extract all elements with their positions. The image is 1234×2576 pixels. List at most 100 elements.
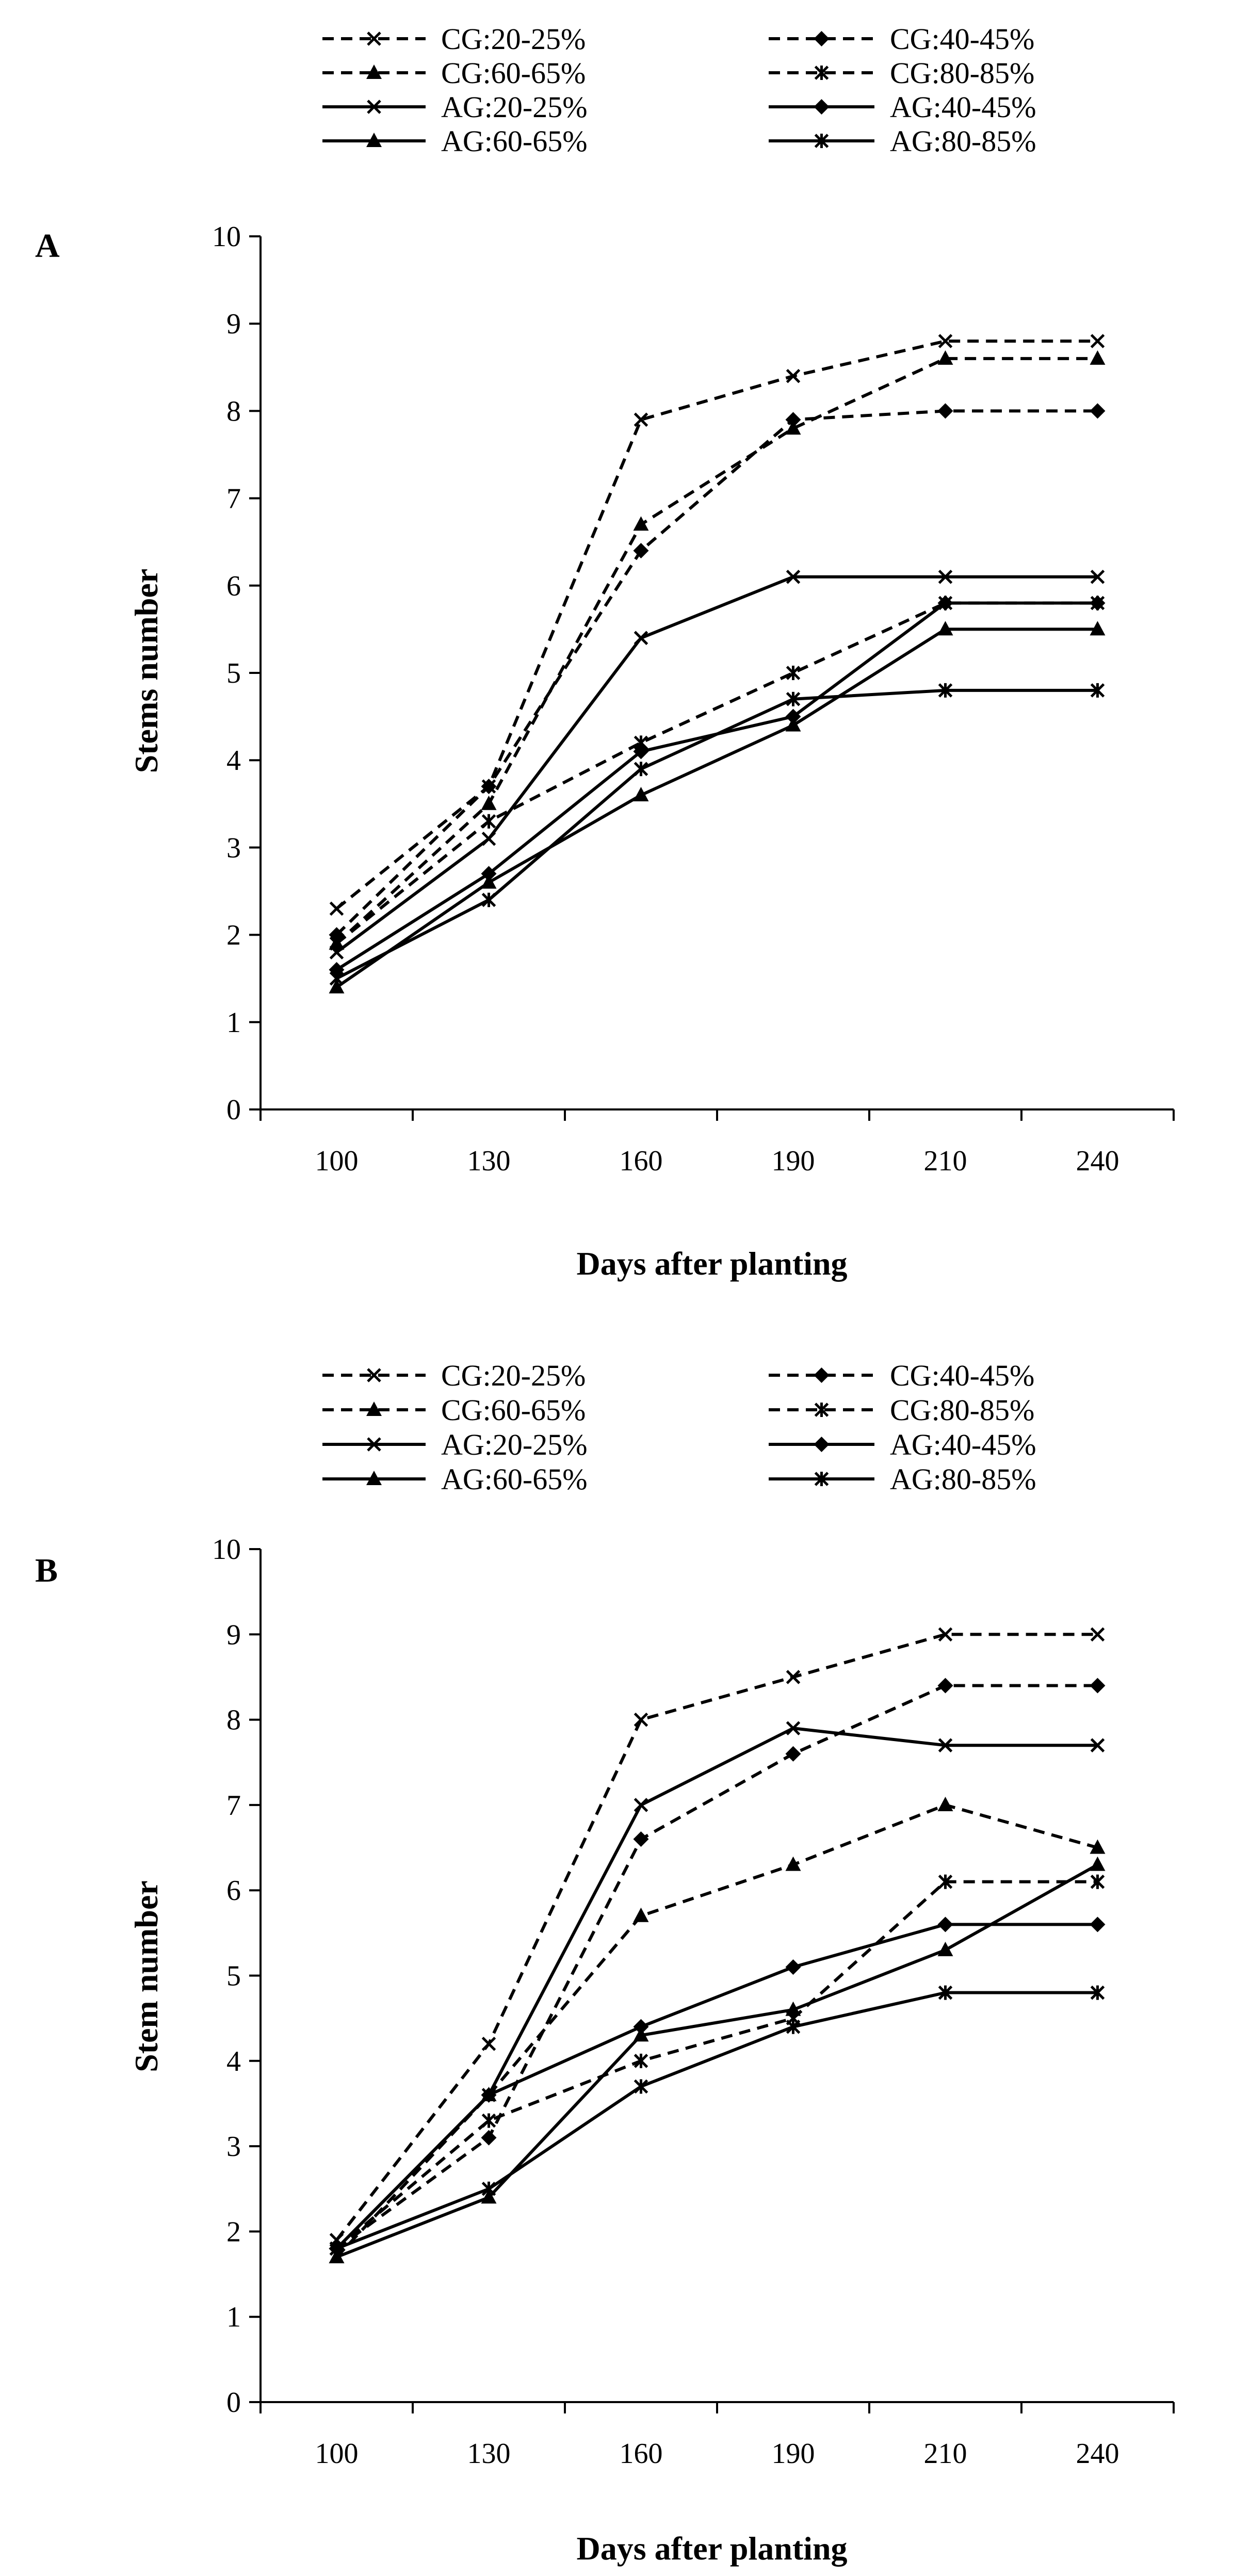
data-point xyxy=(786,666,801,680)
series-line xyxy=(335,1803,1098,2259)
legend-item: AG:40-45% xyxy=(769,90,1036,124)
legend-item: CG:80-85% xyxy=(769,56,1034,90)
legend-marker xyxy=(814,1472,829,1486)
legend-item: AG:60-65% xyxy=(322,124,588,158)
data-point xyxy=(938,334,953,348)
series-cg-60-65- xyxy=(329,1796,1106,2263)
legend-label: AG:80-85% xyxy=(890,1462,1036,1496)
data-point xyxy=(633,786,649,801)
series-line xyxy=(335,357,1098,945)
y-tick-label: 0 xyxy=(226,2387,241,2419)
data-point xyxy=(481,2087,497,2103)
legend-item: AG:80-85% xyxy=(769,1462,1036,1496)
data-point xyxy=(481,778,497,794)
x-tick-label: 100 xyxy=(315,2438,359,2470)
legend-item: CG:80-85% xyxy=(769,1393,1034,1427)
data-point xyxy=(634,2053,648,2068)
data-point xyxy=(1090,1874,1105,1889)
y-tick-label: 9 xyxy=(226,1619,241,1651)
y-tick-label: 3 xyxy=(226,2131,241,2163)
legend-marker xyxy=(367,1368,381,1382)
data-point xyxy=(786,1721,801,1735)
series-line xyxy=(335,1684,1098,2250)
data-point xyxy=(785,709,801,725)
y-tick-label: 0 xyxy=(226,1094,241,1126)
series-cg-80-85- xyxy=(329,595,1105,951)
data-point xyxy=(329,971,344,986)
data-point xyxy=(786,368,801,383)
y-tick-label: 2 xyxy=(226,2216,241,2248)
y-tick-label: 2 xyxy=(226,920,241,952)
y-tick-label: 8 xyxy=(226,1704,241,1736)
legend-marker xyxy=(367,31,381,46)
legend-marker xyxy=(814,66,829,80)
panel-a: ACG:20-25% CG:40-45%CG:60-65% CG:80-85%AG:… xyxy=(35,22,1175,1282)
y-tick-label: 1 xyxy=(226,2301,241,2333)
y-axis-title: Stems number xyxy=(128,569,165,773)
legend-marker xyxy=(367,100,381,114)
x-tick-label: 210 xyxy=(924,2438,967,2470)
data-point xyxy=(481,814,496,829)
y-tick-label: 1 xyxy=(226,1007,241,1039)
legend-label: AG:40-45% xyxy=(890,90,1036,124)
series-line xyxy=(336,1991,1098,2250)
x-tick-label: 210 xyxy=(924,1145,967,1177)
x-tick-label: 130 xyxy=(467,2438,511,2470)
legend-item: AG:40-45% xyxy=(769,1428,1036,1461)
legend-marker xyxy=(366,65,382,79)
legend-item: CG:40-45% xyxy=(769,1359,1034,1392)
data-point xyxy=(1090,1738,1105,1752)
legend-marker xyxy=(367,1437,381,1452)
data-point xyxy=(785,717,801,732)
series-ag-80-85- xyxy=(329,683,1105,986)
data-point xyxy=(785,412,801,428)
legend-marker xyxy=(814,99,830,115)
data-point xyxy=(786,691,801,706)
series-ag-20-25- xyxy=(329,1721,1105,2256)
data-point xyxy=(329,979,345,994)
y-tick-label: 5 xyxy=(226,1960,241,1992)
data-point xyxy=(1090,1985,1105,2000)
data-point xyxy=(786,2019,801,2034)
x-tick-label: 190 xyxy=(772,2438,815,2470)
y-tick-label: 10 xyxy=(212,1534,241,1566)
data-point xyxy=(938,570,953,584)
legend-marker xyxy=(814,1437,830,1452)
data-point xyxy=(481,874,497,889)
series-line xyxy=(335,575,1098,954)
series-line xyxy=(336,1863,1098,2259)
data-point xyxy=(634,1798,648,1812)
legend-marker xyxy=(814,1403,829,1417)
y-tick-label: 10 xyxy=(212,221,241,253)
series-cg-40-45- xyxy=(329,403,1106,943)
data-point xyxy=(937,1917,953,1933)
legend: CG:20-25% CG:40-45% CG:60-65% CG:80-85% AG:2… xyxy=(322,1359,1036,1496)
data-point xyxy=(938,1985,953,2000)
legend-item: CG:60-65% xyxy=(322,56,586,90)
legend-label: AG:60-65% xyxy=(441,1462,588,1496)
series-line xyxy=(335,409,1098,936)
data-point xyxy=(329,945,344,960)
series-ag-60-65- xyxy=(329,621,1106,994)
data-point xyxy=(1090,403,1106,419)
series-line xyxy=(335,627,1098,989)
data-point xyxy=(938,1627,953,1642)
data-point xyxy=(1090,350,1106,365)
data-point xyxy=(785,2001,801,2016)
y-tick-label: 6 xyxy=(226,570,241,602)
data-point xyxy=(937,1678,953,1694)
panel-b: BCG:20-25% CG:40-45%CG:60-65% CG:80-85%AG:… xyxy=(35,1359,1175,2567)
data-point xyxy=(786,1670,801,1684)
data-point xyxy=(633,2027,649,2042)
data-point xyxy=(481,2130,497,2146)
legend-item: AG:80-85% xyxy=(769,124,1036,158)
data-point xyxy=(481,2181,496,2196)
series-cg-20-25- xyxy=(329,334,1105,916)
data-point xyxy=(785,420,801,435)
data-point xyxy=(937,1796,953,1811)
legend-label: CG:80-85% xyxy=(890,1393,1034,1427)
x-tick-label: 240 xyxy=(1076,2438,1119,2470)
data-point xyxy=(937,403,953,419)
data-point xyxy=(481,866,497,882)
